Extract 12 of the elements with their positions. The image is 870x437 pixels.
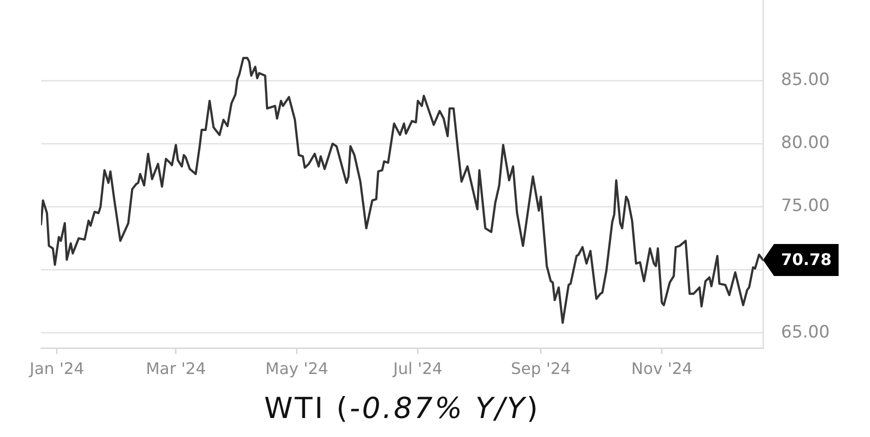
x-tick-label: Jan '24 [28, 358, 84, 378]
x-tick-label: Nov '24 [631, 358, 692, 378]
y-tick-label: 65.00 [781, 322, 830, 342]
x-tick-label: Sep '24 [510, 358, 571, 378]
y-tick-label: 85.00 [781, 70, 830, 90]
y-tick-label: 75.00 [781, 196, 830, 216]
text: WTI (-0.87% Y/Y) [264, 391, 540, 425]
y-tick-label: 80.00 [781, 133, 830, 154]
annotation: 70.78 [781, 250, 832, 270]
x-tick-label: May '24 [265, 358, 328, 378]
x-tick-label: Jul '24 [392, 358, 442, 378]
x-tick-label: Mar '24 [146, 358, 206, 378]
